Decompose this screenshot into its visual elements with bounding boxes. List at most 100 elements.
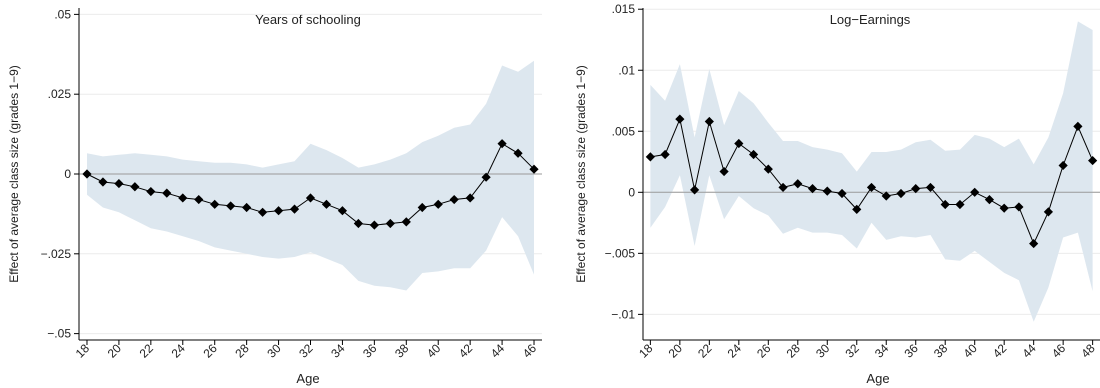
data-point	[925, 182, 936, 193]
plot-area	[79, 60, 542, 291]
data-point	[465, 193, 475, 203]
data-point	[226, 201, 236, 211]
y-tick-label: −.05	[47, 327, 71, 341]
x-tick-label: 34	[872, 341, 892, 361]
confidence-band	[87, 60, 534, 291]
x-tick-label: 20	[666, 341, 686, 361]
data-point	[704, 116, 714, 127]
x-tick-label: 44	[1019, 341, 1039, 361]
x-tick-label: 46	[1049, 341, 1069, 361]
data-point	[852, 204, 862, 214]
y-axis-label: Effect of average class size (grades 1−9…	[574, 65, 588, 283]
y-tick-label: .015	[612, 2, 636, 16]
data-point	[321, 199, 332, 209]
data-point	[837, 188, 847, 199]
x-tick-label: 38	[931, 341, 951, 361]
x-tick-label: 38	[392, 341, 412, 361]
y-tick-label: .05	[54, 7, 71, 21]
x-tick-label: 28	[784, 341, 804, 361]
data-point	[273, 206, 284, 216]
x-tick-label: 18	[636, 341, 656, 361]
data-point	[660, 149, 670, 160]
data-point	[513, 148, 523, 158]
data-point	[645, 152, 655, 162]
data-point	[449, 194, 459, 205]
schooling-panel: Years of schooling Age Effect of average…	[7, 7, 542, 386]
data-point	[162, 188, 172, 198]
x-tick-label: 20	[105, 341, 125, 361]
data-point	[1073, 121, 1083, 131]
data-point	[719, 166, 729, 177]
data-point	[807, 184, 818, 194]
data-point	[778, 182, 788, 193]
chart-title: Log−Earnings	[830, 12, 911, 27]
data-point	[911, 184, 921, 194]
x-tick-label: 42	[990, 341, 1010, 361]
y-tick-label: 0	[64, 167, 71, 181]
data-point	[98, 177, 108, 187]
data-point	[242, 202, 252, 213]
x-tick-label: 36	[360, 341, 380, 361]
x-tick-label: 24	[725, 341, 745, 361]
x-axis-label: Age	[866, 371, 889, 386]
data-point	[194, 194, 204, 205]
data-point	[369, 220, 379, 230]
y-tick-label: .025	[48, 87, 72, 101]
x-tick-label: 34	[328, 341, 348, 361]
x-axis-label: Age	[296, 371, 319, 386]
data-point	[82, 169, 92, 179]
data-point	[1043, 207, 1054, 217]
data-point	[258, 207, 268, 217]
y-tick-label: −.025	[41, 247, 72, 261]
x-tick-label: 32	[843, 341, 863, 361]
data-point	[417, 202, 427, 213]
data-point	[675, 114, 685, 124]
data-point	[114, 178, 124, 189]
data-point	[401, 217, 411, 227]
y-axis-label: Effect of average class size (grades 1−9…	[7, 65, 21, 283]
x-tick-label: 36	[902, 341, 922, 361]
x-tick-label: 42	[456, 341, 476, 361]
x-tick-label: 46	[520, 341, 540, 361]
confidence-band	[650, 21, 1093, 322]
data-point	[305, 193, 316, 203]
data-point	[210, 199, 220, 209]
x-tick-label: 26	[754, 341, 774, 361]
y-tick-label: −.005	[605, 246, 636, 260]
data-point	[866, 182, 877, 193]
data-point	[999, 203, 1009, 213]
data-point	[734, 138, 744, 149]
data-point	[1029, 238, 1039, 249]
x-tick-label: 40	[424, 341, 444, 361]
data-point	[178, 193, 188, 203]
data-point	[748, 149, 759, 160]
data-point	[289, 204, 300, 214]
data-point	[433, 199, 443, 209]
data-point	[529, 164, 539, 174]
y-tick-label: 0	[628, 185, 635, 199]
x-tick-label: 48	[1078, 341, 1098, 361]
data-point	[940, 199, 950, 210]
data-point	[481, 172, 491, 182]
chart-title: Years of schooling	[255, 12, 361, 27]
x-tick-label: 44	[488, 341, 508, 361]
data-point	[984, 195, 995, 205]
data-point	[970, 187, 980, 197]
data-point	[881, 191, 891, 201]
x-tick-label: 22	[137, 341, 157, 361]
data-point	[130, 182, 140, 192]
data-point	[1014, 202, 1024, 212]
y-tick-label: .005	[612, 124, 636, 138]
y-tick-label: .01	[618, 63, 635, 77]
x-tick-label: 30	[264, 341, 284, 361]
earnings-panel: Log−Earnings Age Effect of average class…	[574, 2, 1100, 386]
y-tick-label: −.01	[611, 307, 635, 321]
data-point	[337, 206, 348, 216]
x-tick-label: 28	[232, 341, 252, 361]
data-point	[385, 218, 395, 229]
data-point	[1058, 160, 1068, 171]
x-tick-label: 18	[73, 341, 93, 361]
data-point	[793, 179, 803, 189]
data-point	[955, 199, 965, 210]
